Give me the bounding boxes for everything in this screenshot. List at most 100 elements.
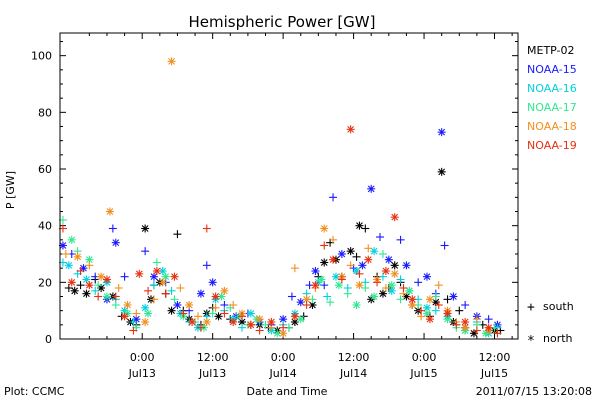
plot-frame [59,32,519,340]
north-point [364,255,373,264]
south-point [396,295,405,304]
south-point [202,224,211,233]
north-point [449,292,458,301]
south-point [364,244,373,253]
legend: METP-02 NOAA-15 NOAA-16 NOAA-17 NOAA-18 NOAA-… [527,44,577,152]
north-point [329,255,338,264]
south-point [343,289,352,298]
x-tick-time: 12:00 [197,351,229,364]
south-point [108,224,117,233]
south-point [455,306,464,315]
north-point [73,252,82,261]
north-point [267,318,276,326]
footer-timestamp: 2011/07/15 13:20:08 [476,385,592,398]
south-point [161,289,170,298]
north-point [381,267,390,275]
south-point [378,250,387,258]
north-point [425,295,434,304]
south-point [434,301,443,309]
north-point [214,312,223,321]
south-point [376,233,385,241]
south-point [111,301,120,309]
north-point [422,303,431,312]
south-point [484,315,493,324]
south-point [114,284,123,292]
x-tick-date: Jul14 [268,367,296,380]
north-point [135,269,144,278]
south-point [132,309,141,318]
north-point [229,318,238,326]
x-tick-time: 0:00 [412,351,437,364]
north-point [70,286,79,295]
south-point [431,306,440,315]
north-point [246,320,255,329]
north-point [390,269,399,278]
north-point [355,221,364,230]
legend-item: NOAA-16 [527,82,577,95]
south-point [193,312,202,321]
north-point [425,315,434,324]
south-point [361,224,370,233]
north-point [220,286,229,295]
south-point [149,281,158,290]
data-points [58,57,505,338]
x-tick-date: Jul14 [339,367,367,380]
north-point [82,289,91,298]
south-point [472,326,481,335]
south-point [167,286,176,295]
north-point [346,125,355,134]
south-point [94,281,103,290]
north-point [320,224,329,233]
north-point [317,275,326,284]
south-point [196,323,205,332]
north-point [141,318,150,326]
x-tick-time: 0:00 [271,351,296,364]
north-point [120,312,129,321]
north-point [141,224,150,233]
south-point [396,275,405,284]
chart-title: Hemispheric Power [GW] [189,13,376,31]
south-point [208,309,217,318]
north-point [346,247,355,256]
north-point [384,255,393,264]
north-point [208,278,217,287]
x-tick-date: Jul13 [198,367,226,380]
south-point [173,230,182,239]
south-point [417,306,426,315]
south-point [373,278,382,287]
y-tick-label: 20 [38,276,52,289]
south-point [431,292,440,301]
north-point [296,298,305,307]
south-point [149,295,158,304]
marker-legend-label: north [543,332,573,345]
north-point [390,261,399,270]
marker-legend-label: south [543,300,574,313]
south-point [91,286,100,295]
north-point [105,207,114,216]
north-point [167,306,176,315]
north-point [337,250,346,258]
y-tick-label: 0 [45,333,52,346]
x-axis: 0:00 Jul13 12:00 Jul13 0:00 Jul14 12:00 Jul14 0:… [88,33,513,380]
south-point [152,258,161,267]
x-axis-label: Date and Time [247,385,328,398]
north-point [437,167,446,176]
south-point [352,252,361,261]
north-point [255,315,264,324]
south-point [129,326,138,335]
south-point [111,292,120,301]
legend-item: NOAA-17 [527,101,577,114]
north-point [102,292,111,301]
y-tick-label: 80 [38,106,52,119]
marker-legend-north: * north [527,332,573,349]
south-point [279,323,288,332]
south-point [355,269,364,278]
north-point [408,295,417,304]
north-point [367,184,376,193]
south-point [452,320,461,329]
legend-item: NOAA-15 [527,63,577,76]
y-tick-label: 60 [38,163,52,176]
south-point [440,241,449,250]
north-point [64,261,73,270]
